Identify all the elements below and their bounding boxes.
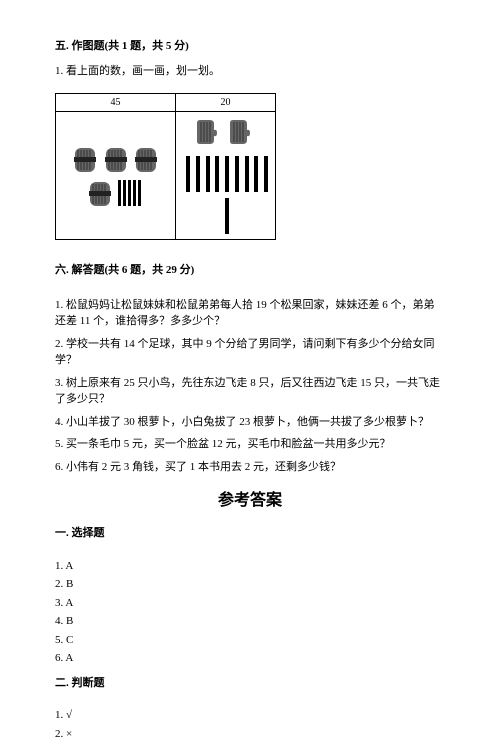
section6-title: 六. 解答题(共 6 题，共 29 分) — [55, 262, 445, 279]
table-cell-b — [176, 112, 276, 240]
section6-q6: 6. 小伟有 2 元 3 角钱，买了 1 本书用去 2 元，还剩多少钱？ — [55, 459, 445, 476]
answers-title: 参考答案 — [55, 489, 445, 513]
table-cell-a — [56, 112, 176, 240]
choice-answer: 1. A — [55, 558, 445, 575]
figure-table: 45 20 — [55, 93, 276, 240]
choice-answer: 4. B — [55, 613, 445, 630]
section6-q4: 4. 小山羊拔了 30 根萝卜，小白兔拔了 23 根萝卜，他俩一共拔了多少根萝卜… — [55, 414, 445, 431]
stick-icon — [225, 156, 229, 192]
stick-icon — [245, 156, 249, 192]
section6-q1: 1. 松鼠妈妈让松鼠妹妹和松鼠弟弟每人拾 19 个松果回家，妹妹还差 6 个，弟… — [55, 297, 445, 330]
stick-icon — [225, 198, 229, 234]
stick-bundle-icon — [134, 146, 158, 174]
section5-title: 五. 作图题(共 1 题，共 5 分) — [55, 38, 445, 55]
stick-icon — [235, 156, 239, 192]
section6-q3: 3. 树上原来有 25 只小鸟，先往东边飞走 8 只，后又往西边飞走 15 只，… — [55, 375, 445, 408]
stick-bundle-icon — [104, 146, 128, 174]
table-header-b: 20 — [176, 94, 276, 112]
judge-answer: 1. √ — [55, 707, 445, 724]
stick-icon — [264, 156, 268, 192]
mitten-icon — [229, 118, 251, 148]
stick-bundle-icon — [88, 180, 112, 208]
choice-answer: 6. A — [55, 650, 445, 667]
choice-answer: 5. C — [55, 632, 445, 649]
stick-bundle-icon — [73, 146, 97, 174]
section6-q2: 2. 学校一共有 14 个足球，其中 9 个分给了男同学，请问剩下有多少个分给女… — [55, 336, 445, 369]
stick-icon — [254, 156, 258, 192]
loose-sticks-icon — [118, 180, 143, 212]
choice-answer: 3. A — [55, 595, 445, 612]
stick-icon — [215, 156, 219, 192]
stick-icon — [196, 156, 200, 192]
judge-section-title: 二. 判断题 — [55, 675, 445, 692]
judge-answer: 2. × — [55, 726, 445, 742]
table-header-a: 45 — [56, 94, 176, 112]
section5-q1: 1. 看上面的数，画一画，划一划。 — [55, 63, 445, 80]
mitten-icon — [196, 118, 218, 148]
choice-section-title: 一. 选择题 — [55, 525, 445, 542]
stick-icon — [186, 156, 190, 192]
section6-q5: 5. 买一条毛巾 5 元，买一个脸盆 12 元，买毛巾和脸盆一共用多少元？ — [55, 436, 445, 453]
stick-icon — [206, 156, 210, 192]
choice-answer: 2. B — [55, 576, 445, 593]
